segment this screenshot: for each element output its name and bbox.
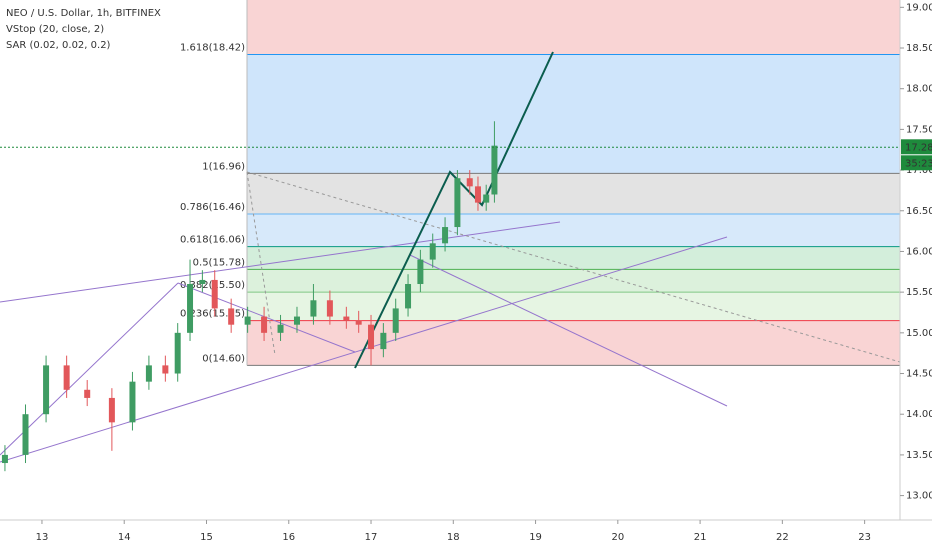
candle-body: [310, 300, 317, 317]
fib-band: [247, 214, 900, 247]
candle-body: [261, 316, 268, 333]
fib-band: [247, 54, 900, 174]
candle-body: [84, 389, 91, 398]
candle-body: [43, 365, 50, 415]
projection-line: [354, 51, 554, 369]
countdown-box: [901, 155, 932, 171]
legend: NEO / U.S. Dollar, 1h, BITFINEX VStop (2…: [6, 8, 161, 51]
x-tick-label: 14: [118, 532, 131, 543]
candle-body: [417, 259, 424, 285]
fib-label: 0.5(15.78): [193, 257, 245, 268]
candle-body: [355, 320, 362, 325]
candle-body: [228, 308, 235, 325]
legend-entry: VStop (20, close, 2): [6, 24, 104, 35]
y-tick-label: 13.00: [906, 491, 932, 502]
candle-body: [1, 454, 8, 464]
candle-body: [174, 332, 181, 374]
dashed-line: [246, 171, 901, 363]
trendline: [409, 254, 728, 407]
legend-entry: NEO / U.S. Dollar, 1h, BITFINEX: [6, 8, 161, 19]
candle-body: [162, 365, 169, 374]
candle-body: [199, 279, 206, 285]
candle-body: [368, 324, 375, 350]
y-tick-label: 18.50: [906, 43, 932, 54]
candle-body: [22, 414, 29, 455]
y-tick-label: 15.00: [906, 328, 932, 339]
fib-band: [247, 0, 900, 55]
fib-label: 0(14.60): [202, 353, 245, 364]
candle-body: [108, 397, 115, 423]
candle-body: [429, 243, 436, 260]
x-tick-label: 23: [858, 532, 871, 543]
candle-body: [491, 145, 498, 195]
trendline: [0, 282, 179, 456]
dashed-line: [246, 171, 276, 356]
y-tick-label: 16.00: [906, 246, 932, 257]
last-price-label: 17.28: [905, 142, 932, 153]
fib-band: [247, 320, 900, 366]
y-tick-label: 17.50: [906, 124, 932, 135]
countdown: 35:23: [905, 158, 932, 169]
x-tick-label: 16: [282, 532, 295, 543]
candle-body: [442, 227, 449, 244]
last-price-box: [901, 139, 932, 155]
y-tick-label: 15.50: [906, 287, 932, 298]
legend-entry: SAR (0.02, 0.02, 0.2): [6, 40, 111, 51]
candle-body: [343, 316, 350, 321]
candle-body: [466, 178, 473, 187]
y-tick-label: 17.00: [906, 165, 932, 176]
fib-band: [247, 246, 900, 270]
candle-body: [187, 284, 194, 333]
candle-body: [380, 332, 387, 350]
y-tick-label: 19.00: [906, 2, 932, 13]
drawings: [0, 51, 901, 463]
y-tick-label: 13.50: [906, 450, 932, 461]
candle-body: [293, 316, 300, 325]
y-tick-label: 18.00: [906, 84, 932, 95]
x-tick-label: 17: [365, 532, 378, 543]
x-tick-label: 18: [447, 532, 460, 543]
x-tick-label: 13: [36, 532, 49, 543]
candle-body: [405, 284, 412, 309]
x-tick-label: 19: [529, 532, 542, 543]
candle-body: [63, 365, 70, 390]
fib-band: [247, 292, 900, 321]
candle-body: [474, 186, 481, 203]
trendline: [0, 221, 561, 303]
candle-body: [483, 194, 490, 203]
x-tick-label: 20: [611, 532, 624, 543]
candle-body: [326, 300, 333, 317]
fib-label: 1(16.96): [202, 161, 245, 172]
y-tick-label: 14.00: [906, 409, 932, 420]
candle-body: [277, 324, 284, 333]
x-tick-label: 15: [200, 532, 213, 543]
marks: [0, 121, 900, 472]
candle-body: [454, 178, 461, 228]
x-tick-label: 22: [776, 532, 789, 543]
candle-body: [145, 365, 152, 382]
candle-body: [392, 308, 399, 333]
fib-band: [247, 173, 900, 215]
fib-label: 0.236(15.15): [180, 309, 245, 320]
candle-body: [211, 279, 218, 309]
y-tick-label: 14.50: [906, 369, 932, 380]
fib-label: 0.618(16.06): [180, 235, 245, 246]
candle-body: [129, 381, 136, 423]
y-tick-label: 16.50: [906, 206, 932, 217]
background: 1.618(18.42) 1(16.96) 0.786(16.46) 0.618(16…: [180, 0, 900, 366]
fib-label: 0.786(16.46): [180, 202, 245, 213]
candle-body: [244, 316, 251, 325]
fib-label: 1.618(18.42): [180, 43, 245, 54]
price-axis: [900, 0, 932, 550]
x-tick-label: 21: [694, 532, 707, 543]
fib-band: [247, 269, 900, 293]
